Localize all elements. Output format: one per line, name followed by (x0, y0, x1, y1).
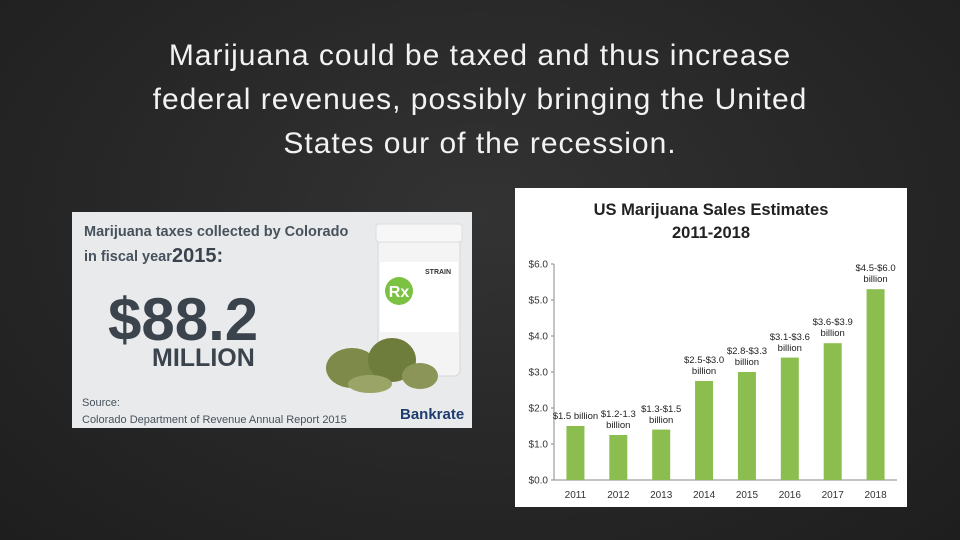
value-label: $1.2-1.3 billion (600, 409, 636, 431)
bud (402, 363, 438, 389)
infographic-heading: Marijuana taxes collected by Colorado (84, 224, 348, 240)
y-tick-label: $3.0 (529, 368, 549, 379)
x-tick-label: 2018 (864, 490, 887, 501)
bottle-cap (375, 223, 463, 243)
y-tick-label: $4.0 (529, 332, 549, 343)
y-tick-label: $1.0 (529, 440, 549, 451)
value-label: $2.8-$3.3 billion (726, 346, 768, 368)
infographic-heading: in fiscal year (84, 249, 172, 265)
infographic: Rx STRAIN Marijuana taxes collected by C… (72, 212, 472, 428)
x-tick-label: 2017 (822, 490, 845, 501)
value-label: $1.5 billion (552, 411, 599, 422)
bar (695, 381, 714, 480)
chart-subtitle: 2011-2018 (672, 224, 750, 242)
bar (780, 357, 799, 480)
y-tick-label: $5.0 (529, 296, 549, 307)
bar (866, 289, 885, 480)
source-text: Colorado Department of Revenue Annual Re… (82, 414, 347, 426)
x-tick-label: 2011 (565, 490, 587, 501)
y-tick-label: $2.0 (529, 404, 549, 415)
infographic-year: 2015: (172, 245, 223, 267)
infographic-amount: $88.2 (108, 286, 258, 353)
bar (823, 343, 842, 480)
brand: Bankrate (400, 406, 464, 423)
title-line: States our of the recession. (283, 127, 677, 160)
title-line: Marijuana could be taxed and thus increa… (168, 39, 792, 72)
rx-text: Rx (389, 284, 410, 301)
chart-title: US Marijuana Sales Estimates (594, 201, 829, 219)
value-label: $1.3-$1.5 billion (641, 403, 682, 426)
bar (737, 372, 756, 480)
value-label: $3.6-$3.9 billion (812, 317, 853, 340)
infographic-unit: MILLION (152, 344, 255, 372)
y-tick-label: $6.0 (529, 260, 549, 271)
x-tick-label: 2013 (650, 490, 673, 501)
bar (652, 429, 671, 480)
bud (348, 375, 392, 393)
value-label: $4.5-$6.0 billion (855, 263, 896, 286)
y-tick-label: $0.0 (529, 476, 549, 487)
bottle-label-text: STRAIN (425, 269, 451, 276)
value-label: $3.1-$3.6 billion (769, 331, 810, 354)
source-label: Source: (82, 397, 120, 409)
title-line: federal revenues, possibly bringing the … (152, 83, 808, 116)
bar (566, 426, 585, 480)
x-tick-label: 2016 (779, 490, 802, 501)
bar (609, 435, 628, 480)
x-tick-label: 2014 (693, 490, 716, 501)
x-tick-label: 2012 (607, 490, 630, 501)
x-tick-label: 2015 (736, 490, 759, 501)
rx-badge (385, 277, 413, 305)
slide-title: Marijuana could be taxed and thus increa… (60, 34, 900, 166)
value-label: $2.5-$3.0 billion (683, 355, 725, 377)
